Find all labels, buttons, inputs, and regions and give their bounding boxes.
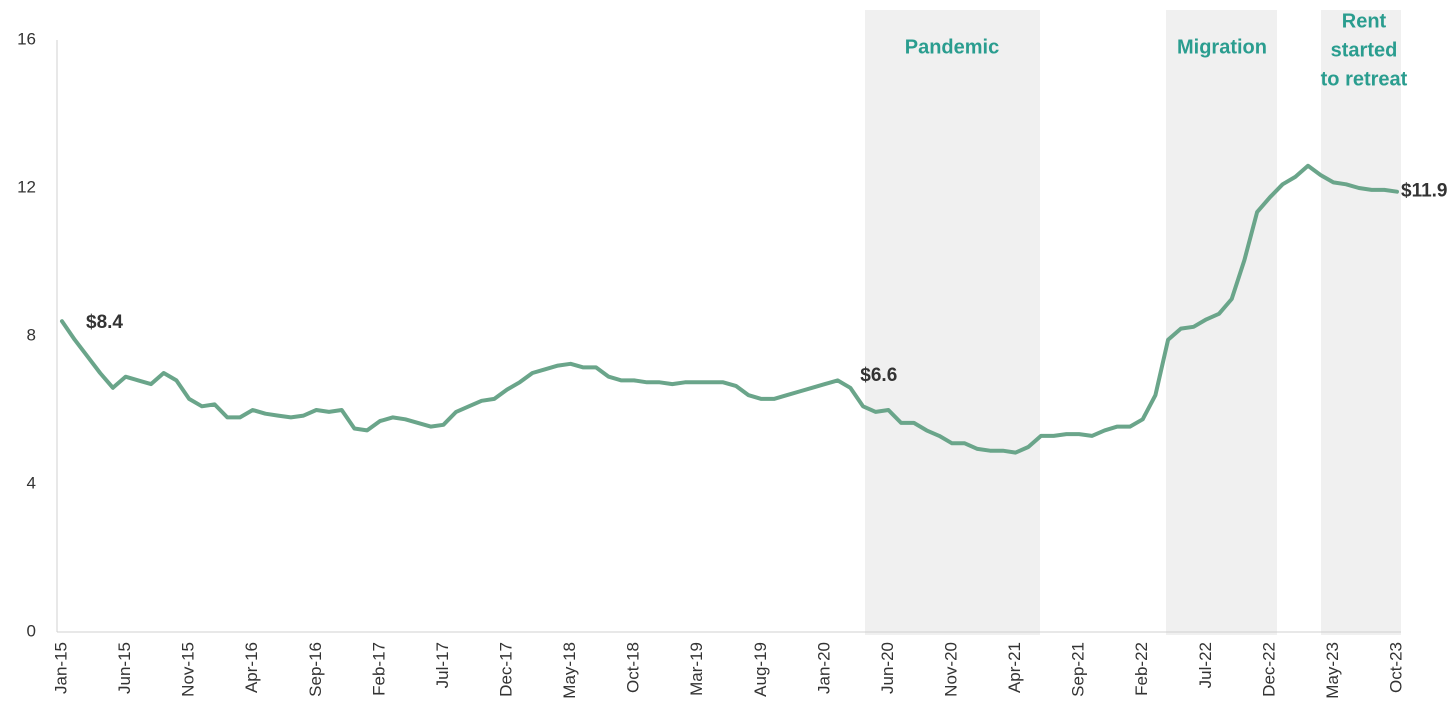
value-label: $6.6 [860, 365, 897, 386]
x-tick-label: Oct-23 [1386, 642, 1405, 693]
x-tick-label: Mar-19 [687, 642, 706, 696]
x-tick-label: May-23 [1323, 642, 1342, 699]
x-tick-label: Aug-19 [751, 642, 770, 697]
y-tick-label: 8 [27, 325, 36, 344]
x-tick-label: Feb-17 [369, 642, 388, 696]
x-tick-label: Sep-16 [306, 642, 325, 697]
x-tick-label: Sep-21 [1069, 642, 1088, 697]
x-tick-label: Jul-22 [1196, 642, 1215, 688]
line [60, 163, 1399, 455]
annotation: to retreat [1321, 68, 1408, 90]
x-tick-label: Dec-22 [1259, 642, 1278, 697]
migration-band [1166, 10, 1277, 635]
x-tick-label: Jan-20 [814, 642, 833, 694]
x-tick-label: Feb-22 [1132, 642, 1151, 696]
value-label: $8.4 [86, 312, 123, 333]
x-tick-label: Apr-21 [1005, 642, 1024, 693]
x-tick-label: Dec-17 [496, 642, 515, 697]
annotation: Rent [1342, 10, 1387, 32]
y-tick-label: 12 [17, 177, 36, 196]
y-tick-label: 16 [17, 29, 36, 48]
x-tick-label: Nov-20 [941, 642, 960, 697]
x-tick-label: Oct-18 [624, 642, 643, 693]
x-tick-label: Nov-15 [179, 642, 198, 697]
annotation: started [1331, 39, 1398, 61]
value-label: $11.9 [1401, 181, 1448, 202]
x-tick-label: Jun-15 [115, 642, 134, 694]
x-tick-label: Apr-16 [242, 642, 261, 693]
x-tick-label: May-18 [560, 642, 579, 699]
retreat-band [1321, 10, 1401, 635]
y-tick-label: 0 [27, 621, 36, 640]
annotation: Pandemic [905, 36, 999, 58]
x-tick-label: Jul-17 [433, 642, 452, 688]
y-tick-label: 4 [27, 473, 36, 492]
x-tick-label: Jun-20 [878, 642, 897, 694]
annotation: Migration [1177, 36, 1267, 58]
x-tick-label: Jan-15 [51, 642, 70, 694]
pandemic-band [865, 10, 1040, 635]
